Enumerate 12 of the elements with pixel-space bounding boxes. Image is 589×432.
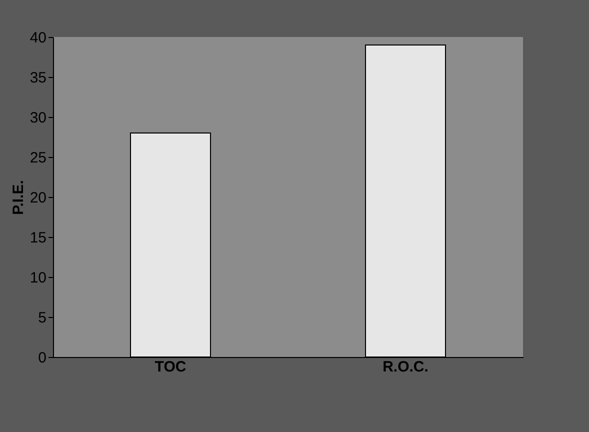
x-tick-label: TOC	[154, 358, 186, 376]
y-tick-label: 25	[30, 150, 46, 166]
y-tick-label: 30	[30, 110, 46, 126]
y-tick-label: 5	[38, 310, 46, 326]
y-tick-label: 40	[30, 30, 46, 46]
y-tick-label: 20	[30, 190, 46, 206]
y-tick-label: 15	[30, 230, 46, 246]
x-tick-label: R.O.C.	[382, 358, 428, 376]
y-tick-label: 10	[30, 270, 46, 286]
y-tick-label: 0	[38, 350, 46, 366]
y-axis-title: P.I.E.	[10, 180, 27, 215]
y-tick-label: 35	[30, 70, 46, 86]
